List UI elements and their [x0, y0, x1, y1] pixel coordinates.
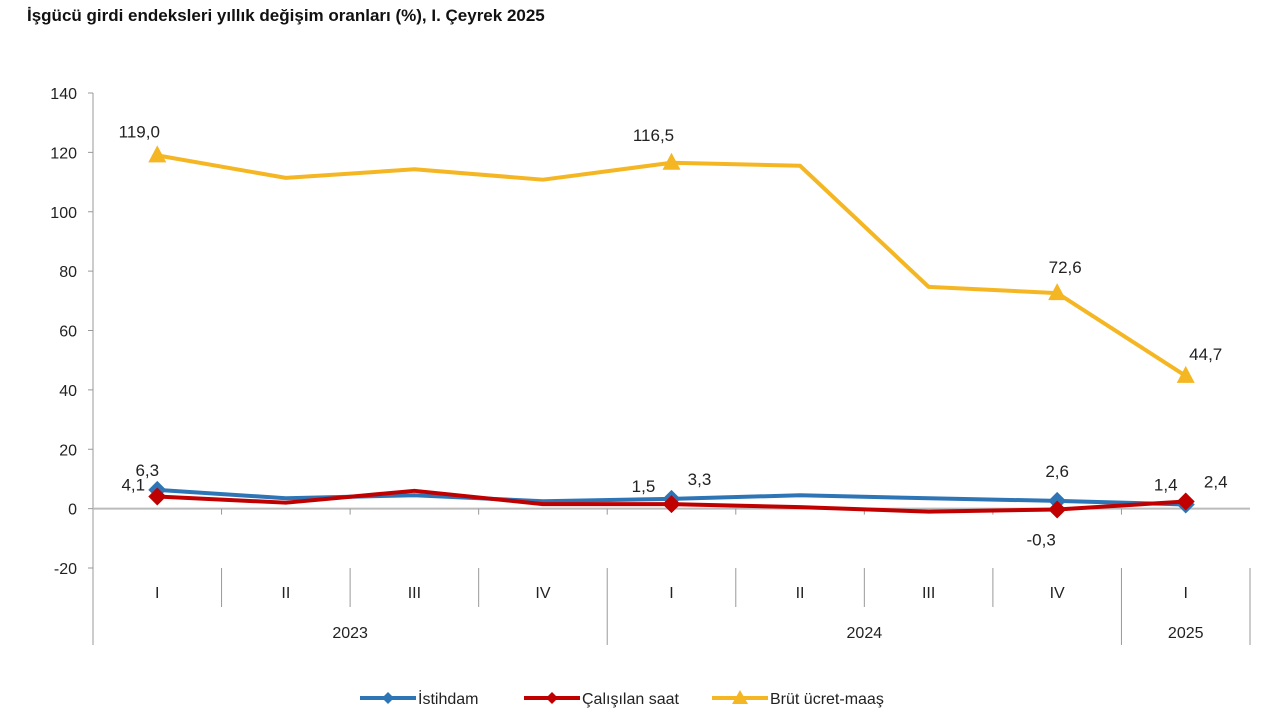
y-tick-label: 60	[59, 324, 77, 341]
y-tick-label: 140	[50, 86, 77, 103]
legend-marker	[732, 690, 748, 704]
y-tick-label: 0	[68, 502, 77, 519]
y-tick-label: 40	[59, 383, 77, 400]
data-label: 119,0	[119, 122, 160, 141]
category-label: IV	[1050, 585, 1065, 602]
data-label: 1,4	[1154, 475, 1178, 494]
year-label: 2024	[847, 625, 883, 642]
category-label: III	[408, 585, 421, 602]
category-label: II	[796, 585, 805, 602]
category-label: II	[281, 585, 290, 602]
category-label: I	[669, 585, 673, 602]
category-label: IV	[535, 585, 550, 602]
y-tick-label: 20	[59, 442, 77, 459]
data-label: 72,6	[1049, 258, 1082, 277]
legend-label: Çalışılan saat	[582, 691, 679, 708]
category-label: III	[922, 585, 935, 602]
series-line-br-t-cret-maa-	[156, 153, 1187, 378]
data-point-marker	[148, 145, 167, 163]
data-point-marker	[1176, 492, 1195, 511]
data-point-marker	[662, 495, 681, 514]
legend-marker	[382, 692, 394, 704]
category-label: I	[155, 585, 159, 602]
data-point-marker	[662, 152, 681, 170]
y-tick-label: 120	[50, 145, 77, 162]
year-label: 2023	[332, 625, 368, 642]
data-point-marker	[1048, 283, 1067, 301]
data-label: -0,3	[1027, 531, 1056, 550]
data-label: 2,6	[1045, 462, 1069, 481]
data-label: 2,4	[1204, 473, 1228, 492]
chart-title: İşgücü girdi endeksleri yıllık değişim o…	[27, 6, 545, 25]
data-label: 4,1	[121, 475, 145, 494]
data-label: 3,3	[688, 470, 712, 489]
legend-marker	[546, 692, 558, 704]
data-label: 1,5	[632, 477, 656, 496]
data-point-marker	[1048, 500, 1067, 519]
data-label: 116,5	[633, 126, 674, 145]
data-point-marker	[148, 487, 167, 506]
y-tick-label: 100	[50, 205, 77, 222]
legend-label: İstihdam	[418, 689, 478, 708]
legend-label: Brüt ücret-maaş	[770, 691, 884, 708]
y-tick-label: -20	[54, 561, 77, 578]
data-point-marker	[1176, 365, 1195, 383]
data-label: 6,3	[135, 461, 159, 480]
y-tick-label: 80	[59, 264, 77, 281]
category-label: I	[1183, 585, 1187, 602]
data-label: 44,7	[1189, 345, 1222, 364]
year-label: 2025	[1168, 625, 1204, 642]
